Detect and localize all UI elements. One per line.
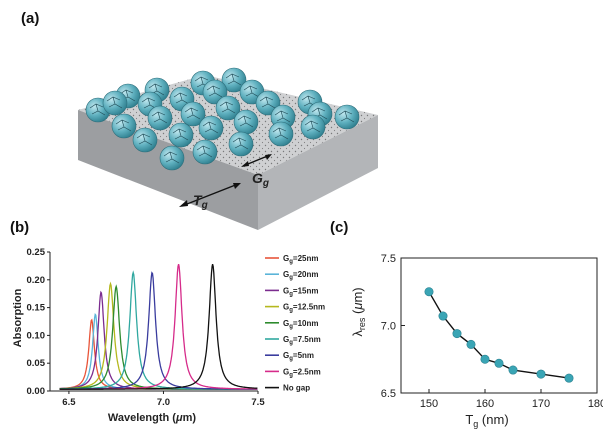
nanosphere-lattice xyxy=(115,119,132,132)
chart-b-series-line xyxy=(59,281,258,390)
chart-b-legend-entry: Gg=12.5nm xyxy=(283,303,325,314)
chart-b-legend-entry: Gg=5nm xyxy=(283,351,314,362)
nanosphere xyxy=(180,101,206,127)
panel-label-c: (c) xyxy=(330,219,349,236)
chart-c-point xyxy=(480,354,490,364)
chart-c-point xyxy=(424,287,434,297)
chart-b-xtick-label: 7.5 xyxy=(251,397,265,408)
nanosphere xyxy=(111,113,137,139)
chart-c-point xyxy=(438,311,448,321)
nanosphere-lattice xyxy=(106,96,123,109)
panel-label-a: (a) xyxy=(21,10,40,27)
chart-b-ylabel: Absorption xyxy=(12,288,24,347)
nanosphere xyxy=(132,127,158,153)
chart-b-ytick-label: 0.05 xyxy=(27,358,46,369)
chart-b-ytick-label: 0.20 xyxy=(27,275,46,286)
chart-b-legend-entry: No gap xyxy=(283,384,310,393)
chart-c-ytick-label: 6.5 xyxy=(381,388,396,400)
gap-label: Gg xyxy=(252,170,269,189)
nanosphere-lattice xyxy=(136,133,153,146)
chart-c-xtick-label: 150 xyxy=(420,398,438,410)
chart-c-point xyxy=(466,339,476,349)
nanosphere xyxy=(192,139,218,165)
slab-side-face xyxy=(258,115,378,230)
chart-b-ytick-label: 0.00 xyxy=(27,386,46,397)
nanosphere-lattice xyxy=(202,121,219,134)
nanosphere xyxy=(268,121,294,147)
chart-b-series-line xyxy=(59,284,258,390)
nanosphere-lattice xyxy=(274,110,291,123)
chart-c-point xyxy=(508,365,518,375)
nanosphere-lattice xyxy=(89,103,106,116)
chart-b-xtick-label: 6.5 xyxy=(62,397,76,408)
nanosphere xyxy=(228,131,254,157)
chart-c-point xyxy=(536,369,546,379)
nanosphere-lattice xyxy=(259,96,276,109)
chart-b-ytick-label: 0.25 xyxy=(27,247,46,258)
chart-b-ytick-label: 0.15 xyxy=(27,303,46,314)
chart-b-legend-entry: Gg=15nm xyxy=(283,286,318,297)
chart-b-legend-entry: Gg=20nm xyxy=(283,270,318,281)
nanosphere xyxy=(215,95,241,121)
nanosphere xyxy=(168,122,194,148)
nanosphere-lattice xyxy=(163,151,180,164)
nanosphere-lattice xyxy=(219,101,236,114)
nanosphere-lattice xyxy=(173,92,190,105)
chart-c-xtick-label: 180 xyxy=(588,398,603,410)
nanosphere-lattice xyxy=(243,85,260,98)
nanosphere-lattice xyxy=(172,128,189,141)
chart-b-legend-entry: Gg=25nm xyxy=(283,254,318,265)
nanosphere-lattice xyxy=(151,111,168,124)
chart-c-xlabel: Tg (nm) xyxy=(465,412,508,429)
nanosphere xyxy=(233,109,259,135)
gap-arrow xyxy=(241,154,272,167)
nanosphere-lattice xyxy=(237,115,254,128)
nanosphere xyxy=(102,90,128,116)
thickness-arrow xyxy=(179,183,241,207)
thickness-label: Tg xyxy=(193,192,208,211)
nanosphere-lattice xyxy=(184,107,201,120)
chart-c-xtick-label: 170 xyxy=(532,398,550,410)
chart-b-series-line xyxy=(59,313,258,390)
nanosphere-group xyxy=(85,67,360,171)
panel-label-b: (b) xyxy=(10,219,30,236)
chart-b-legend-entry: Gg=10nm xyxy=(283,319,318,330)
chart-b-series-line xyxy=(59,264,258,390)
chart-b-series-line xyxy=(59,270,258,390)
nanosphere xyxy=(334,104,360,130)
chart-b-series-line xyxy=(59,264,258,390)
nanosphere-lattice xyxy=(206,85,223,98)
nanosphere xyxy=(221,67,247,93)
chart-b-xlabel: Wavelength (μm) xyxy=(108,412,196,424)
chart-c-ytick-label: 7.5 xyxy=(381,253,396,265)
chart-c-line xyxy=(428,291,570,379)
nanosphere xyxy=(300,114,326,140)
chart-b-ytick-label: 0.10 xyxy=(27,330,46,341)
chart-b-xtick-label: 7.0 xyxy=(157,397,170,408)
nanosphere-lattice xyxy=(225,73,242,86)
nanosphere-lattice xyxy=(232,137,249,150)
chart-c-point xyxy=(452,329,462,339)
chart-b-series-line xyxy=(59,271,258,390)
chart-c-ylabel: λres (μm) xyxy=(350,287,367,336)
chart-b-series-line xyxy=(59,290,258,390)
nanosphere-lattice xyxy=(304,120,321,133)
chart-c-ytick-label: 7.0 xyxy=(381,321,396,333)
nanosphere-array-illustration: Gg Tg xyxy=(78,67,378,230)
chart-b-legend-entry: Gg=7.5nm xyxy=(283,335,321,346)
nanosphere xyxy=(147,105,173,131)
nanosphere xyxy=(159,145,185,171)
chart-c-frame xyxy=(400,257,598,394)
nanosphere xyxy=(198,115,224,141)
nanosphere-lattice xyxy=(196,145,213,158)
chart-b-series-line xyxy=(59,318,258,390)
chart-c-point xyxy=(564,373,574,383)
slab-front-face xyxy=(78,110,258,230)
chart-c-point xyxy=(494,358,504,368)
chart-b-legend-entry: Gg=2.5nm xyxy=(283,367,321,378)
chart-c-xtick-label: 160 xyxy=(476,398,494,410)
nanosphere-lattice xyxy=(272,127,289,140)
nanosphere-lattice xyxy=(338,110,355,123)
